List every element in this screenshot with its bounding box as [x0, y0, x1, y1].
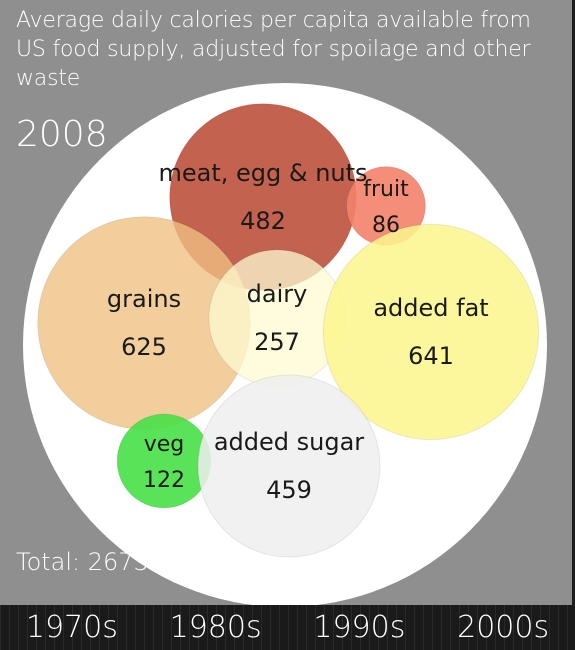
- bubble-label-grains: grains: [107, 285, 181, 313]
- bubble-label-fruit: fruit: [363, 177, 409, 202]
- decade-1970s[interactable]: 1970s: [25, 610, 118, 645]
- bubble-label-added-sugar: added sugar: [214, 428, 364, 456]
- bubble-value-meat-egg-and-nuts: 482: [240, 207, 286, 235]
- bubble-value-added-fat: 641: [408, 342, 454, 370]
- bubble-added-sugar[interactable]: [197, 374, 381, 558]
- bubble-value-grains: 625: [121, 333, 167, 361]
- decade-timeline[interactable]: 1970s 1980s 1990s 2000s: [0, 605, 575, 650]
- decade-1990s[interactable]: 1990s: [313, 610, 406, 645]
- bubble-value-dairy: 257: [254, 328, 300, 356]
- year-label: 2008: [16, 114, 108, 155]
- decade-1980s[interactable]: 1980s: [169, 610, 262, 645]
- bubble-veg[interactable]: [116, 413, 212, 509]
- bubble-value-veg: 122: [143, 468, 185, 493]
- bubble-label-veg: veg: [144, 432, 185, 457]
- bubble-value-added-sugar: 459: [266, 476, 312, 504]
- chart-title: Average daily calories per capita availa…: [16, 8, 531, 91]
- bubble-label-meat-egg-and-nuts: meat, egg & nuts: [158, 159, 367, 187]
- decade-2000s[interactable]: 2000s: [457, 610, 550, 645]
- right-border: [572, 0, 575, 605]
- bubble-value-fruit: 86: [372, 213, 400, 238]
- bubble-label-dairy: dairy: [247, 280, 308, 308]
- total-label: Total: 2673: [16, 548, 149, 576]
- bubble-added-fat[interactable]: [322, 223, 540, 441]
- bubble-label-added-fat: added fat: [373, 294, 488, 322]
